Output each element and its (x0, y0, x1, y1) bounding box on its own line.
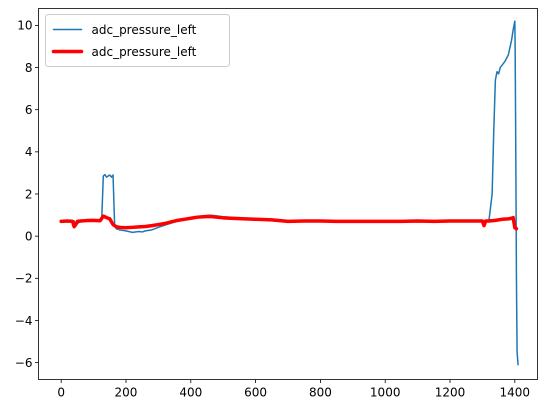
x-tick-label: 1000 (370, 386, 401, 400)
legend-box (45, 14, 230, 67)
y-tick-label: −4 (15, 314, 33, 328)
x-tick-label: 1400 (500, 386, 531, 400)
y-tick-label: −6 (15, 356, 33, 370)
x-tick-label: 200 (115, 386, 138, 400)
legend-label-1: adc_pressure_left (92, 23, 197, 37)
y-tick-label: 8 (25, 61, 33, 75)
series-line-2 (59, 214, 519, 231)
x-tick-label: 800 (309, 386, 332, 400)
plot-area (59, 20, 519, 366)
legend-label-2: adc_pressure_left (92, 45, 197, 59)
y-tick-label: −2 (15, 272, 33, 286)
x-tick-label: 0 (57, 386, 65, 400)
legend: adc_pressure_left adc_pressure_left (45, 14, 230, 67)
y-tick-label: 6 (25, 103, 33, 117)
series-line-1 (60, 20, 519, 366)
y-tick-label: 4 (25, 145, 33, 159)
axes: 0 200 400 600 800 1000 1200 1400 −6 −4 −2 0 2 4 6 8 10 (15, 8, 538, 400)
y-tick-label: 2 (25, 187, 33, 201)
x-tick-label: 400 (179, 386, 202, 400)
y-tick-label: 0 (25, 229, 33, 243)
x-tick-label: 1200 (435, 386, 466, 400)
x-tick-label: 600 (244, 386, 267, 400)
y-tick-label: 10 (17, 19, 32, 33)
